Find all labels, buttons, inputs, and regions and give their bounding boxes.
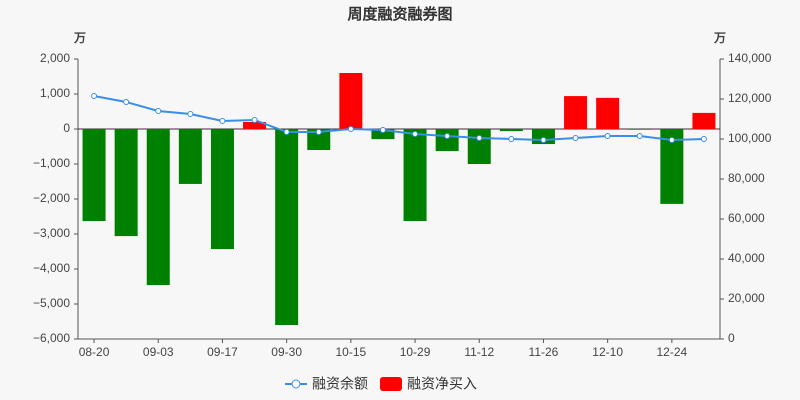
- line-point: [636, 133, 643, 139]
- y-tick-label: 2,000: [40, 51, 70, 65]
- x-tick-label: 12-10: [592, 345, 623, 359]
- line-point: [219, 118, 226, 124]
- x-tick-label: 10-29: [400, 345, 431, 359]
- y2-tick-label: 0: [728, 331, 735, 345]
- y2-tick-label: 100,000: [728, 131, 772, 145]
- y-tick-label: 0: [63, 121, 70, 135]
- bar: [499, 129, 523, 132]
- line-point: [476, 135, 483, 141]
- y2-tick-label: 120,000: [728, 91, 772, 105]
- line-point: [379, 127, 386, 133]
- x-tick-label: 12-24: [656, 345, 687, 359]
- chart-title: 周度融资融券图: [347, 5, 452, 23]
- y-tick-label: −5,000: [33, 296, 70, 310]
- bar: [564, 96, 588, 129]
- y2-tick-label: 40,000: [728, 251, 765, 265]
- y2-tick-label: 140,000: [728, 51, 772, 65]
- line-point: [251, 117, 258, 123]
- line-point: [668, 137, 675, 143]
- bar: [210, 129, 234, 250]
- line-point: [187, 111, 194, 117]
- bar: [435, 129, 459, 152]
- line-point: [700, 136, 707, 142]
- bar: [403, 129, 427, 222]
- x-tick-label: 11-26: [529, 345, 559, 359]
- y-tick-label: −4,000: [33, 261, 70, 275]
- y-tick-label: −2,000: [33, 191, 70, 205]
- bar: [371, 129, 395, 140]
- bar: [307, 129, 331, 150]
- line-point: [540, 137, 547, 143]
- y-tick-label: −1,000: [33, 156, 70, 170]
- y-tick-label: −3,000: [33, 226, 70, 240]
- x-tick-label: 09-17: [207, 345, 238, 359]
- x-tick-label: 09-30: [271, 345, 302, 359]
- line-point: [572, 135, 579, 141]
- line-point: [412, 131, 419, 137]
- line-point: [347, 126, 354, 132]
- legend-icon: [380, 377, 402, 391]
- bar: [178, 129, 202, 184]
- line-point: [155, 108, 162, 114]
- legend-label: 融资净买入: [407, 376, 477, 392]
- y2-tick-label: 20,000: [728, 291, 765, 305]
- bar: [339, 73, 363, 129]
- bar: [82, 129, 106, 222]
- y2-tick-label: 60,000: [728, 211, 765, 225]
- line-point: [91, 93, 98, 99]
- y2-unit: 万: [713, 31, 726, 45]
- legend-icon: [291, 379, 301, 389]
- y2-tick-label: 80,000: [728, 171, 765, 185]
- bar: [660, 129, 684, 204]
- bar: [628, 129, 652, 130]
- x-tick-label: 09-03: [143, 345, 174, 359]
- line-point: [123, 99, 130, 105]
- line-point: [283, 129, 290, 135]
- y-tick-label: −6,000: [33, 331, 70, 345]
- y-tick-label: 1,000: [40, 86, 70, 100]
- line-point: [508, 136, 515, 142]
- bar: [243, 122, 267, 129]
- bar: [467, 129, 491, 164]
- y-unit: 万: [73, 31, 86, 45]
- line-point: [444, 133, 451, 139]
- x-tick-label: 08-20: [79, 345, 110, 359]
- x-tick-label: 11-12: [464, 345, 494, 359]
- line-point: [604, 133, 611, 139]
- bar: [596, 97, 620, 129]
- line-point: [315, 129, 322, 135]
- bar: [114, 129, 138, 237]
- legend-label: 融资余额: [312, 376, 368, 392]
- x-tick-label: 10-15: [335, 345, 366, 359]
- bar: [146, 129, 170, 286]
- line: [93, 95, 704, 142]
- bar: [692, 112, 716, 129]
- bar: [275, 129, 299, 325]
